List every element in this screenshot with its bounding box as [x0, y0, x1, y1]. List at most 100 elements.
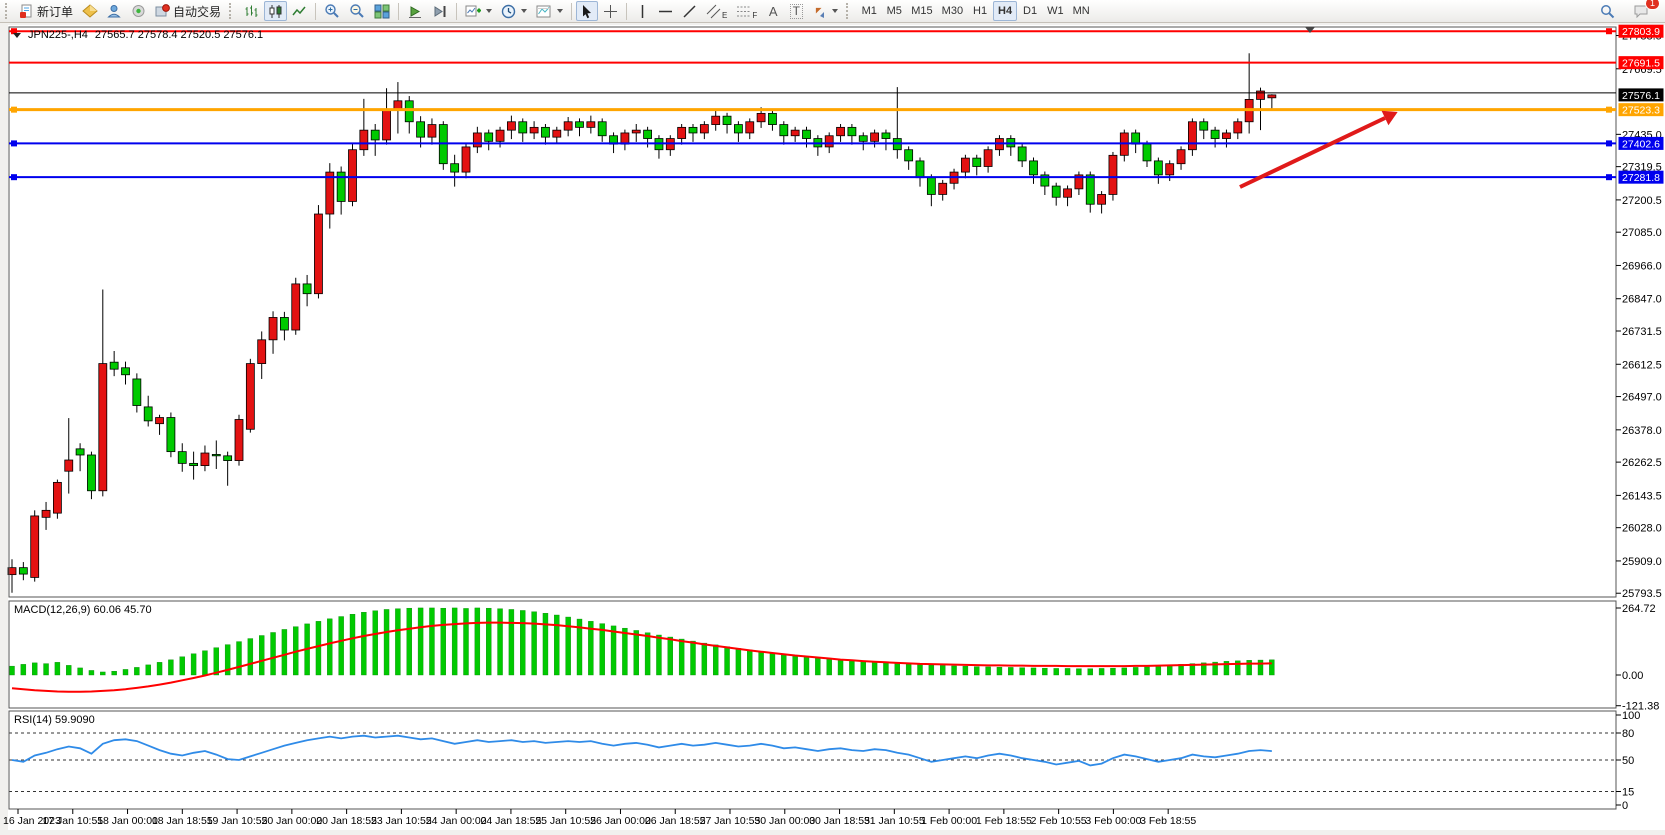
toolbar-grip[interactable]: [229, 3, 236, 19]
candle-body: [552, 129, 562, 138]
line-handle[interactable]: [11, 106, 17, 113]
notifications-button[interactable]: 1: [1629, 0, 1660, 21]
tile-windows-button[interactable]: [370, 1, 394, 21]
fibonacci-button[interactable]: F: [732, 1, 761, 21]
line-handle[interactable]: [1606, 174, 1612, 181]
auto-trading-button[interactable]: 自动交易: [151, 1, 225, 21]
equidistant-channel-button[interactable]: E: [702, 1, 731, 21]
price-axis-label: 26497.0: [1622, 392, 1662, 404]
channel-icon: [706, 4, 721, 18]
line-handle[interactable]: [1606, 106, 1612, 113]
macd-histogram-bar: [656, 634, 662, 676]
macd-histogram-bar: [735, 648, 742, 676]
line-handle[interactable]: [11, 140, 17, 147]
timeframe-button-D1[interactable]: D1: [1018, 1, 1042, 21]
macd-indicator-label: MACD(12,26,9) 60.06 45.70: [14, 604, 152, 616]
cursor-button[interactable]: [576, 1, 599, 21]
arrows-tool-button[interactable]: [808, 1, 842, 21]
candle-body: [881, 132, 891, 139]
macd-histogram-bar: [236, 641, 242, 676]
candle-body: [404, 100, 414, 123]
time-axis-label: 25 Jan 10:55: [535, 815, 596, 827]
price-axis-label: 26966.0: [1622, 260, 1662, 272]
macd-histogram-bar: [1053, 668, 1059, 676]
text-label-button[interactable]: T: [785, 1, 807, 21]
trendline-button[interactable]: [678, 1, 701, 21]
macd-histogram-bar: [599, 623, 605, 676]
candle-body: [563, 121, 573, 131]
timeframe-button-MN[interactable]: MN: [1069, 1, 1094, 21]
auto-scroll-button[interactable]: [403, 1, 427, 21]
macd-histogram-bar: [678, 638, 685, 676]
trend-arrow-head[interactable]: [1381, 110, 1398, 126]
signals-button[interactable]: [127, 1, 150, 21]
macd-histogram-bar: [985, 666, 991, 676]
candle-body: [972, 157, 982, 167]
zoom-in-button[interactable]: [320, 1, 344, 21]
new-order-button[interactable]: 新订单: [16, 1, 77, 21]
price-badge: [1618, 88, 1664, 102]
chart-shift-icon: [434, 5, 446, 17]
text-tool-button[interactable]: A: [762, 1, 784, 21]
macd-axis-label: 264.72: [1622, 603, 1656, 615]
macd-histogram-bar: [213, 647, 220, 676]
macd-histogram-bar: [860, 661, 866, 676]
chart-shift-marker[interactable]: [1305, 27, 1315, 33]
macd-histogram-bar: [690, 640, 696, 676]
candle-body: [200, 452, 210, 467]
timeframe-button-M15[interactable]: M15: [907, 1, 936, 21]
macd-histogram-bar: [803, 656, 810, 676]
vertical-line-button[interactable]: [631, 1, 653, 21]
bar-chart-type-button[interactable]: [240, 1, 263, 21]
price-axis-label: 26028.0: [1622, 523, 1662, 535]
candlestick-icon: [269, 4, 282, 18]
line-chart-type-button[interactable]: [288, 1, 311, 21]
trend-arrow-line[interactable]: [1239, 116, 1386, 189]
toolbar-right-cluster: 1: [1596, 0, 1663, 21]
timeframe-button-M5[interactable]: M5: [882, 1, 906, 21]
indicators-button[interactable]: [461, 1, 496, 21]
timeframe-button-M1[interactable]: M1: [857, 1, 881, 21]
toolbar-grip[interactable]: [846, 3, 853, 19]
macd-histogram-bar: [826, 658, 832, 676]
timeframe-button-M30[interactable]: M30: [938, 1, 967, 21]
crosshair-button[interactable]: [599, 1, 622, 21]
community-button[interactable]: [103, 1, 126, 21]
line-handle[interactable]: [11, 174, 17, 181]
price-badge-label: 27576.1: [1622, 90, 1660, 102]
macd-histogram-bar: [1212, 661, 1218, 676]
line-handle[interactable]: [11, 28, 17, 35]
macd-histogram-bar: [440, 607, 446, 676]
metaquotes-button[interactable]: [78, 1, 102, 21]
candlestick-chart-type-button[interactable]: [264, 1, 288, 21]
macd-histogram-bar: [361, 612, 367, 676]
macd-histogram-bar: [1166, 665, 1173, 676]
price-axis-label: 27319.5: [1622, 162, 1662, 174]
macd-histogram-bar: [1110, 667, 1116, 676]
timeframe-button-H1[interactable]: H1: [968, 1, 992, 21]
text-tool-icon: A: [768, 3, 778, 19]
timeframe-button-H4[interactable]: H4: [993, 1, 1018, 21]
templates-button[interactable]: [532, 1, 567, 21]
macd-histogram-bar: [327, 618, 333, 676]
candle-body: [677, 126, 687, 139]
macd-histogram-bar: [747, 649, 753, 676]
price-badge: [1618, 56, 1664, 70]
zoom-out-button[interactable]: [345, 1, 369, 21]
line-handle[interactable]: [1606, 28, 1612, 35]
macd-histogram-bar: [168, 659, 174, 676]
chart-collapse-icon[interactable]: [13, 32, 21, 38]
toolbar-grip[interactable]: [5, 3, 12, 19]
time-axis-label: 3 Feb 00:00: [1085, 815, 1141, 827]
horizontal-line-button[interactable]: [654, 1, 677, 21]
chart-shift-button[interactable]: [428, 1, 452, 21]
search-button[interactable]: [1596, 1, 1619, 21]
periods-button[interactable]: [497, 1, 531, 21]
macd-histogram-bar: [713, 644, 719, 676]
person-icon: [107, 5, 121, 18]
toolbar-separator: [456, 2, 458, 20]
candle-body: [1029, 160, 1038, 176]
timeframe-button-W1[interactable]: W1: [1043, 1, 1068, 21]
auto-trading-label: 自动交易: [173, 4, 222, 19]
line-handle[interactable]: [1606, 140, 1612, 147]
